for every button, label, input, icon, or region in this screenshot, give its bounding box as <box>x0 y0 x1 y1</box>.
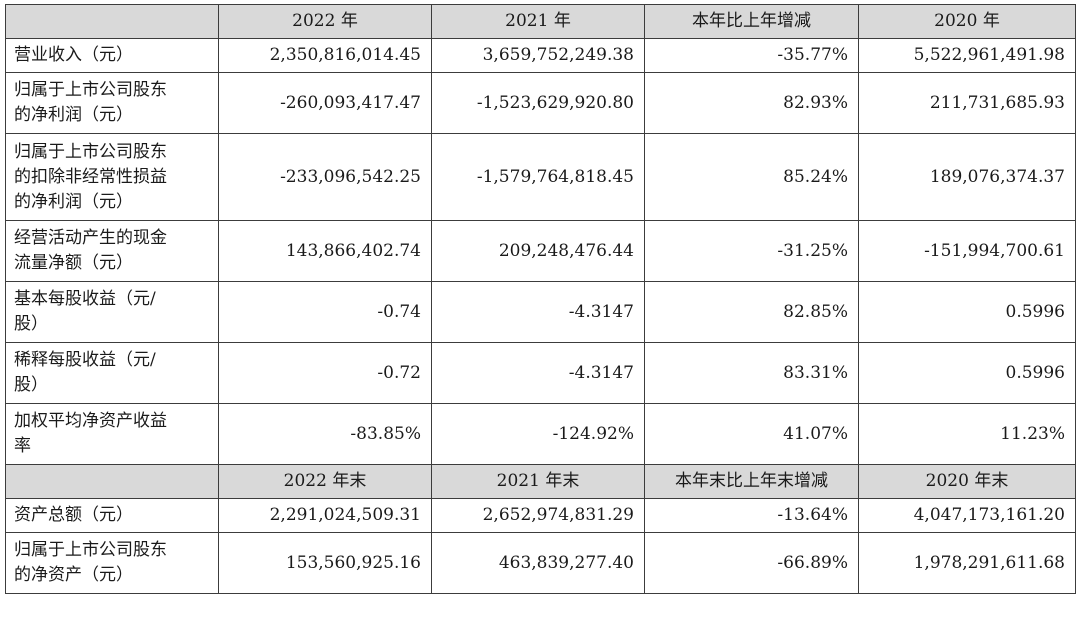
value-2022: 153,560,925.16 <box>218 532 432 594</box>
row-label: 资产总额（元） <box>5 498 219 533</box>
value-change: 82.85% <box>644 281 859 343</box>
table-row: 稀释每股收益（元/ 股） -0.72 -4.3147 83.31% 0.5996 <box>5 342 1076 404</box>
value-2021: 2,652,974,831.29 <box>431 498 645 533</box>
value-2021: -4.3147 <box>431 342 645 404</box>
header-cell-2020: 2020 年 <box>858 4 1076 39</box>
header-cell-change: 本年比上年增减 <box>644 4 859 39</box>
header-row-yearend: 2022 年末 2021 年末 本年末比上年末增减 2020 年末 <box>5 464 1076 499</box>
value-2020: 4,047,173,161.20 <box>858 498 1076 533</box>
header-cell-blank <box>5 464 219 499</box>
value-2020: 0.5996 <box>858 281 1076 343</box>
value-change: 85.24% <box>644 133 859 221</box>
table-row: 基本每股收益（元/ 股） -0.74 -4.3147 82.85% 0.5996 <box>5 281 1076 343</box>
value-2021: 209,248,476.44 <box>431 220 645 282</box>
value-2020: 5,522,961,491.98 <box>858 38 1076 73</box>
header-cell-2021: 2021 年 <box>431 4 645 39</box>
value-2022: 2,350,816,014.45 <box>218 38 432 73</box>
value-2022: -83.85% <box>218 403 432 465</box>
header-cell-blank <box>5 4 219 39</box>
value-2022: -260,093,417.47 <box>218 72 432 134</box>
value-change: -31.25% <box>644 220 859 282</box>
value-2022: 2,291,024,509.31 <box>218 498 432 533</box>
financial-summary-table: 2022 年 2021 年 本年比上年增减 2020 年 营业收入（元） 2,3… <box>5 4 1076 594</box>
value-2021: -4.3147 <box>431 281 645 343</box>
value-change: -66.89% <box>644 532 859 594</box>
value-2020: 189,076,374.37 <box>858 133 1076 221</box>
value-2021: -1,579,764,818.45 <box>431 133 645 221</box>
row-label: 加权平均净资产收益 率 <box>5 403 219 465</box>
value-change: -13.64% <box>644 498 859 533</box>
table-row: 经营活动产生的现金 流量净额（元） 143,866,402.74 209,248… <box>5 220 1076 282</box>
header-row-annual: 2022 年 2021 年 本年比上年增减 2020 年 <box>5 4 1076 39</box>
value-2021: -1,523,629,920.80 <box>431 72 645 134</box>
table-row: 资产总额（元） 2,291,024,509.31 2,652,974,831.2… <box>5 498 1076 533</box>
value-2021: 463,839,277.40 <box>431 532 645 594</box>
row-label: 归属于上市公司股东 的净利润（元） <box>5 72 219 134</box>
value-change: 41.07% <box>644 403 859 465</box>
row-label: 归属于上市公司股东 的净资产（元） <box>5 532 219 594</box>
row-label: 归属于上市公司股东 的扣除非经常性损益 的净利润（元） <box>5 133 219 221</box>
value-2022: -0.74 <box>218 281 432 343</box>
value-2020: 211,731,685.93 <box>858 72 1076 134</box>
table-row: 归属于上市公司股东 的净资产（元） 153,560,925.16 463,839… <box>5 532 1076 594</box>
value-2020: 0.5996 <box>858 342 1076 404</box>
value-2021: -124.92% <box>431 403 645 465</box>
table-row: 营业收入（元） 2,350,816,014.45 3,659,752,249.3… <box>5 38 1076 73</box>
value-change: 83.31% <box>644 342 859 404</box>
table-row: 加权平均净资产收益 率 -83.85% -124.92% 41.07% 11.2… <box>5 403 1076 465</box>
value-2020: -151,994,700.61 <box>858 220 1076 282</box>
row-label: 营业收入（元） <box>5 38 219 73</box>
row-label: 稀释每股收益（元/ 股） <box>5 342 219 404</box>
table-row: 归属于上市公司股东 的净利润（元） -260,093,417.47 -1,523… <box>5 72 1076 134</box>
value-2020: 1,978,291,611.68 <box>858 532 1076 594</box>
value-change: 82.93% <box>644 72 859 134</box>
value-2022: 143,866,402.74 <box>218 220 432 282</box>
header-cell-2020-end: 2020 年末 <box>858 464 1076 499</box>
header-cell-2021-end: 2021 年末 <box>431 464 645 499</box>
header-cell-change-end: 本年末比上年末增减 <box>644 464 859 499</box>
value-2022: -0.72 <box>218 342 432 404</box>
header-cell-2022: 2022 年 <box>218 4 432 39</box>
value-2021: 3,659,752,249.38 <box>431 38 645 73</box>
table-row: 归属于上市公司股东 的扣除非经常性损益 的净利润（元） -233,096,542… <box>5 133 1076 221</box>
row-label: 经营活动产生的现金 流量净额（元） <box>5 220 219 282</box>
value-2020: 11.23% <box>858 403 1076 465</box>
value-change: -35.77% <box>644 38 859 73</box>
value-2022: -233,096,542.25 <box>218 133 432 221</box>
header-cell-2022-end: 2022 年末 <box>218 464 432 499</box>
row-label: 基本每股收益（元/ 股） <box>5 281 219 343</box>
